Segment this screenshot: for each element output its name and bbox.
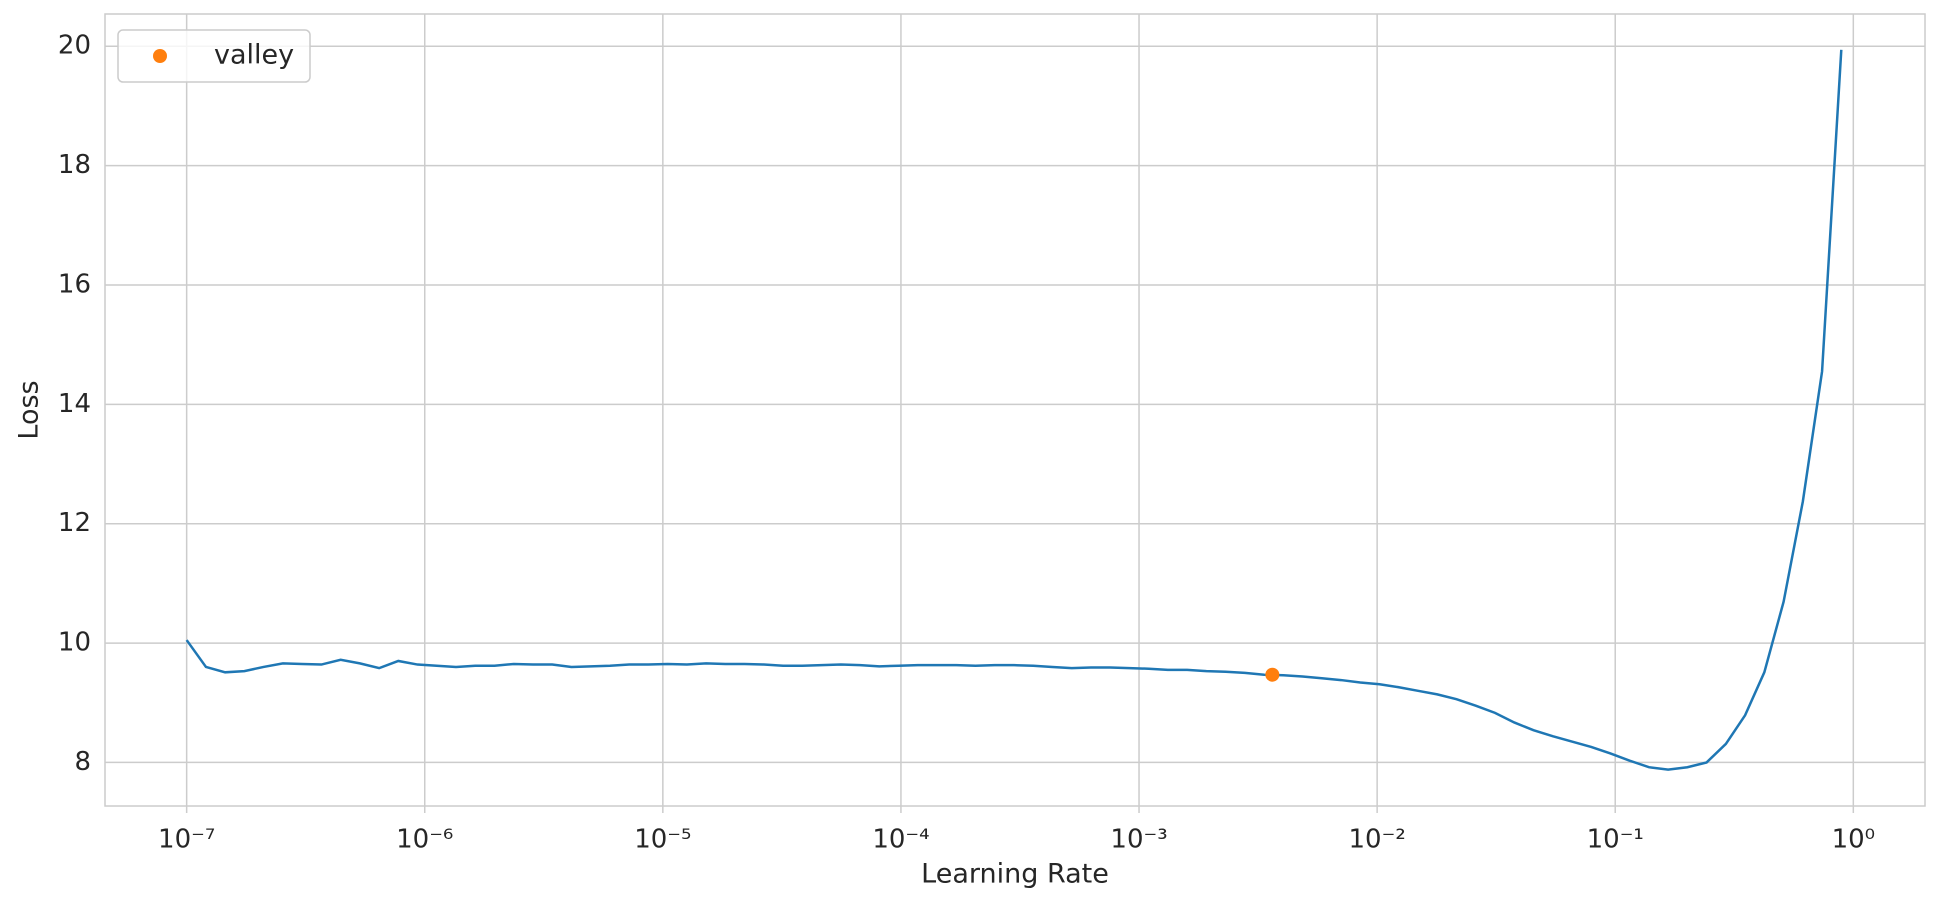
legend-label: valley <box>214 40 294 71</box>
y-tick-label: 8 <box>74 747 91 777</box>
valley-point <box>1265 667 1280 682</box>
legend-box <box>117 29 311 83</box>
y-tick-label: 18 <box>58 150 91 180</box>
legend-marker <box>153 49 167 63</box>
x-tick-label: 10⁻⁴ <box>872 825 929 855</box>
y-tick-label: 10 <box>58 628 91 658</box>
plot-frame <box>104 13 1926 807</box>
y-tick-label: 16 <box>58 269 91 299</box>
x-tick-label: 10⁻² <box>1349 825 1406 855</box>
y-tick-label: 20 <box>58 31 91 61</box>
y-tick-label: 12 <box>58 508 91 538</box>
loss-line <box>185 49 1843 771</box>
x-tick-label: 10⁻⁵ <box>634 825 691 855</box>
x-tick-label: 10⁻³ <box>1110 825 1167 855</box>
x-axis-label: Learning Rate <box>921 859 1109 890</box>
x-tick-label: 10⁰ <box>1832 825 1876 855</box>
x-tick-label: 10⁻⁶ <box>396 825 453 855</box>
y-axis-label: Loss <box>14 380 45 439</box>
x-tick-label: 10⁻¹ <box>1587 825 1644 855</box>
x-tick-label: 10⁻⁷ <box>158 825 215 855</box>
y-tick-label: 14 <box>58 389 91 419</box>
